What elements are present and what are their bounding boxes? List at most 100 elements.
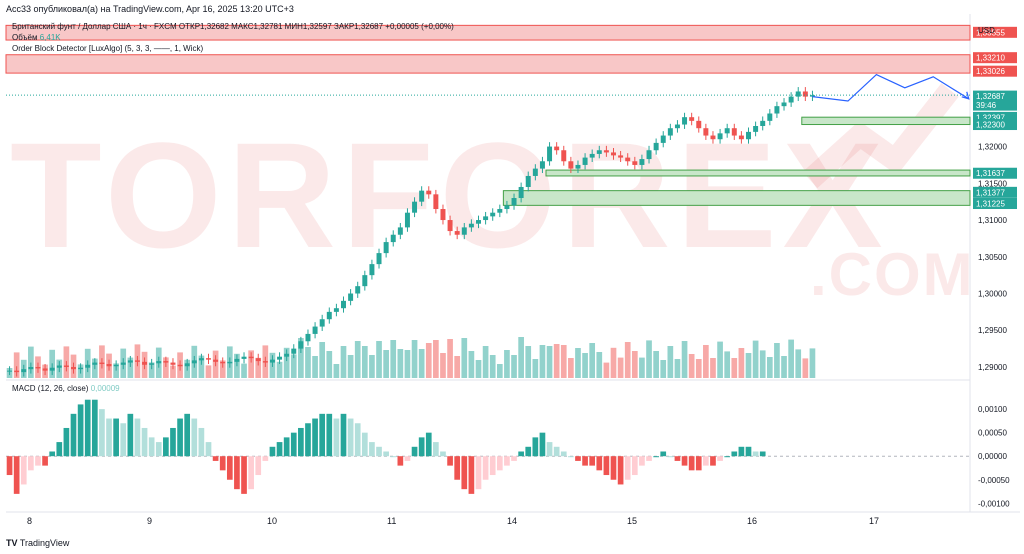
- candle-body: [724, 128, 730, 134]
- candle-body: [575, 164, 581, 169]
- macd-histogram-bar: [113, 418, 119, 457]
- volume-bar: [724, 351, 731, 378]
- indicator-legend: Order Block Detector [LuxAlgo] (5, 3, 3,…: [12, 44, 204, 53]
- macd-histogram-bar: [134, 418, 141, 457]
- volume-bar: [269, 352, 276, 378]
- candle-body: [447, 220, 453, 232]
- macd-histogram-bar: [695, 456, 702, 471]
- volume-bar: [13, 352, 20, 378]
- volume-bar: [610, 347, 617, 378]
- time-tick-label: 14: [507, 516, 517, 526]
- volume-bar: [354, 341, 361, 378]
- candle-body: [241, 356, 247, 359]
- volume-bar: [99, 345, 105, 378]
- volume-bar: [397, 349, 404, 378]
- candle-body: [760, 120, 766, 126]
- candle-body: [291, 348, 297, 354]
- macd-tick-label: 0,00100: [978, 405, 1007, 414]
- volume-bar: [589, 343, 596, 378]
- macd-histogram-bar: [99, 409, 105, 457]
- macd-histogram-bar: [575, 456, 581, 461]
- macd-histogram-bar: [553, 446, 560, 457]
- candle-body: [404, 212, 410, 228]
- volume-bar: [376, 341, 382, 378]
- volume-bar: [461, 338, 468, 378]
- volume-bar: [518, 337, 524, 378]
- volume-bar: [70, 354, 77, 378]
- macd-histogram-bar: [127, 413, 134, 457]
- volume-bar: [198, 355, 205, 378]
- volume-bar: [802, 358, 809, 378]
- candle-body: [383, 242, 389, 254]
- volume-bar: [546, 346, 553, 378]
- volume-bar: [404, 350, 411, 378]
- volume-bar: [113, 363, 119, 378]
- macd-histogram-bar: [703, 456, 709, 466]
- macd-histogram-bar: [418, 437, 425, 457]
- macd-histogram-bar: [425, 432, 432, 457]
- macd-histogram-bar: [546, 442, 553, 457]
- candle-body: [397, 227, 403, 235]
- candle-body: [277, 356, 283, 360]
- candle-body: [689, 117, 695, 121]
- price-tag: [973, 186, 1017, 198]
- candle-body: [568, 161, 574, 169]
- candle-body: [561, 150, 567, 162]
- macd-legend: MACD (12, 26, close) 0,00009: [12, 384, 120, 393]
- macd-histogram-bar: [440, 451, 446, 457]
- price-tag-label: 1,33555: [976, 28, 1005, 37]
- macd-histogram-bar: [219, 456, 226, 471]
- volume-bar: [35, 356, 41, 378]
- macd-histogram-bar: [35, 456, 41, 466]
- candle-body: [355, 286, 361, 294]
- candle-body: [426, 190, 432, 195]
- volume-bar: [596, 352, 603, 378]
- candle-body: [710, 135, 716, 140]
- candle-body: [412, 201, 418, 213]
- price-tag: [973, 167, 1017, 179]
- macd-histogram-bar: [290, 432, 297, 457]
- macd-histogram-bar: [482, 456, 489, 480]
- macd-histogram-bar: [13, 456, 20, 494]
- price-tag-label: 1,31225: [976, 200, 1005, 209]
- candle-body: [596, 150, 602, 154]
- time-tick-label: 15: [627, 516, 637, 526]
- symbol-legend: Британский фунт / Доллар США · 1ч · FXCM…: [12, 22, 454, 31]
- volume-bar: [155, 347, 162, 378]
- tradingview-logo[interactable]: TV TradingView: [6, 538, 69, 548]
- macd-tick-label: -0,00050: [978, 476, 1010, 485]
- candle-body: [582, 157, 588, 165]
- volume-bar: [212, 350, 219, 378]
- macd-histogram-bar: [724, 456, 731, 458]
- macd-histogram-bar: [369, 442, 375, 457]
- candle-body: [525, 175, 531, 187]
- macd-histogram-bar: [759, 451, 766, 457]
- time-tick-label: 16: [747, 516, 757, 526]
- candle-body: [753, 126, 759, 132]
- macd-histogram-bar: [234, 456, 240, 490]
- macd-tick-label: 0,00050: [978, 429, 1007, 438]
- volume-bar: [631, 351, 638, 378]
- macd-histogram-bar: [710, 456, 716, 466]
- order-block-bearish-0: [5, 24, 971, 41]
- volume-bar: [624, 342, 631, 378]
- volume-bar: [759, 350, 766, 378]
- macd-histogram-bar: [70, 413, 77, 457]
- macd-histogram-bar: [326, 413, 333, 457]
- volume-bar: [248, 350, 254, 378]
- price-tag-label: 1,33210: [976, 54, 1005, 63]
- candle-body: [170, 362, 176, 365]
- candle-body: [731, 128, 737, 136]
- macd-histogram-bar: [298, 427, 304, 457]
- macd-histogram-bar: [205, 442, 212, 457]
- price-tag: [973, 65, 1017, 77]
- forecast-arrow: [812, 73, 970, 102]
- volume-bar: [170, 365, 176, 378]
- macd-histogram-bar: [411, 446, 418, 457]
- macd-histogram-bar: [496, 456, 503, 471]
- candle-body: [454, 231, 460, 235]
- macd-histogram-bar: [504, 456, 510, 466]
- candle-body: [326, 311, 332, 320]
- macd-histogram-bar: [752, 451, 759, 457]
